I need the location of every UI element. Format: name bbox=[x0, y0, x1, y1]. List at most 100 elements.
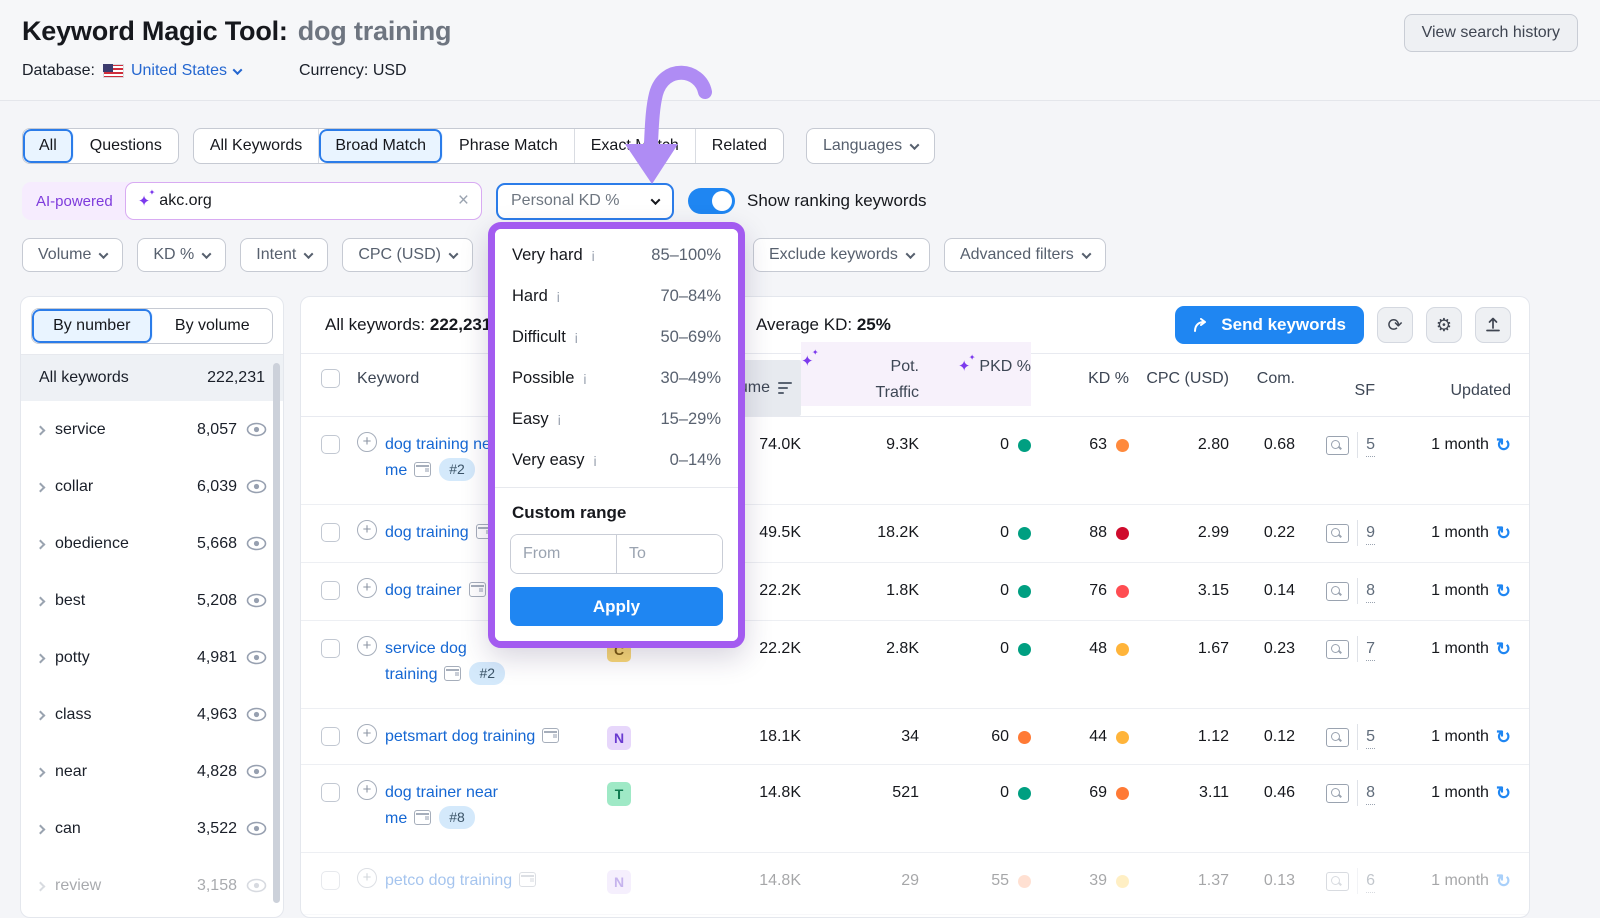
languages-dropdown[interactable]: Languages bbox=[805, 128, 936, 164]
row-checkbox[interactable] bbox=[321, 523, 340, 542]
show-ranking-keywords-toggle[interactable] bbox=[688, 188, 735, 214]
tab-by-number[interactable]: By number bbox=[32, 309, 153, 343]
keyword-link[interactable]: service dog training bbox=[385, 640, 467, 683]
add-keyword-icon[interactable]: + bbox=[357, 636, 377, 656]
sf-count-link[interactable]: 8 bbox=[1366, 782, 1375, 805]
row-checkbox[interactable] bbox=[321, 783, 340, 802]
eye-icon[interactable] bbox=[246, 479, 267, 494]
sidebar-item-potty[interactable]: potty 4,981 bbox=[21, 629, 283, 686]
add-keyword-icon[interactable]: + bbox=[357, 578, 377, 598]
eye-icon[interactable] bbox=[246, 821, 267, 836]
keyword-link[interactable]: dog training bbox=[385, 524, 469, 541]
refresh-row-icon[interactable]: ↻ bbox=[1495, 581, 1511, 601]
advanced-filters[interactable]: Advanced filters bbox=[943, 238, 1106, 272]
tab-broad-match[interactable]: Broad Match bbox=[319, 129, 444, 163]
kd-to-input[interactable] bbox=[617, 535, 722, 573]
refresh-row-icon[interactable]: ↻ bbox=[1495, 871, 1511, 891]
eye-icon[interactable] bbox=[246, 764, 267, 779]
volume-filter[interactable]: Volume bbox=[22, 238, 124, 272]
sidebar-item-collar[interactable]: collar 6,039 bbox=[21, 458, 283, 515]
serp-preview-icon[interactable] bbox=[468, 582, 486, 597]
keyword-search-input[interactable]: ✦ akc.org × bbox=[124, 182, 482, 220]
eye-icon[interactable] bbox=[246, 593, 267, 608]
column-pkd[interactable]: ✦PKD % bbox=[919, 342, 1031, 406]
kd-filter[interactable]: KD % bbox=[137, 238, 227, 272]
row-checkbox[interactable] bbox=[321, 581, 340, 600]
send-keywords-button[interactable]: Send keywords bbox=[1175, 306, 1364, 344]
sidebar-item-service[interactable]: service 8,057 bbox=[21, 401, 283, 458]
keyword-link[interactable]: dog trainer bbox=[385, 582, 462, 599]
column-kd[interactable]: KD % bbox=[1088, 370, 1129, 387]
sidebar-all-keywords[interactable]: All keywords 222,231 bbox=[21, 355, 283, 401]
sf-count-link[interactable]: 5 bbox=[1366, 726, 1375, 749]
refresh-button[interactable]: ⟳ bbox=[1377, 307, 1413, 343]
sidebar-item-near[interactable]: near 4,828 bbox=[21, 743, 283, 800]
serp-preview-icon[interactable] bbox=[414, 462, 432, 477]
serp-features-icon[interactable] bbox=[1326, 783, 1350, 803]
serp-preview-icon[interactable] bbox=[444, 666, 462, 681]
serp-features-icon[interactable] bbox=[1326, 581, 1350, 601]
column-cpc[interactable]: CPC (USD) bbox=[1146, 370, 1229, 387]
rank-badge[interactable]: #2 bbox=[469, 662, 506, 685]
apply-button[interactable]: Apply bbox=[510, 587, 723, 626]
add-keyword-icon[interactable]: + bbox=[357, 724, 377, 744]
refresh-row-icon[interactable]: ↻ bbox=[1495, 727, 1511, 747]
column-pot-traffic[interactable]: ✦Pot. Traffic bbox=[801, 342, 919, 406]
tab-exact-match[interactable]: Exact Match bbox=[575, 129, 696, 163]
refresh-row-icon[interactable]: ↻ bbox=[1495, 435, 1511, 455]
refresh-row-icon[interactable]: ↻ bbox=[1495, 783, 1511, 803]
sf-count-link[interactable]: 6 bbox=[1366, 870, 1375, 893]
serp-features-icon[interactable] bbox=[1326, 435, 1350, 455]
row-checkbox[interactable] bbox=[321, 639, 340, 658]
eye-icon[interactable] bbox=[246, 707, 267, 722]
eye-icon[interactable] bbox=[246, 422, 267, 437]
serp-preview-icon[interactable] bbox=[542, 728, 560, 743]
sidebar-item-best[interactable]: best 5,208 bbox=[21, 572, 283, 629]
row-checkbox[interactable] bbox=[321, 727, 340, 746]
tab-phrase-match[interactable]: Phrase Match bbox=[443, 129, 575, 163]
search-input-value[interactable]: akc.org bbox=[159, 192, 212, 209]
eye-icon[interactable] bbox=[246, 878, 267, 893]
eye-icon[interactable] bbox=[246, 650, 267, 665]
kd-option-easy[interactable]: Easy i 15–29% bbox=[512, 410, 721, 428]
kd-option-very-easy[interactable]: Very easy i 0–14% bbox=[512, 451, 721, 469]
sidebar-item-review[interactable]: review 3,158 bbox=[21, 857, 283, 914]
tab-all[interactable]: All bbox=[23, 129, 74, 163]
serp-features-icon[interactable] bbox=[1326, 871, 1350, 891]
kd-option-possible[interactable]: Possible i 30–49% bbox=[512, 369, 721, 387]
eye-icon[interactable] bbox=[246, 536, 267, 551]
view-search-history-button[interactable]: View search history bbox=[1403, 14, 1578, 52]
column-keyword[interactable]: Keyword bbox=[357, 370, 420, 387]
row-checkbox[interactable] bbox=[321, 871, 340, 890]
sf-count-link[interactable]: 9 bbox=[1366, 522, 1375, 545]
intent-filter[interactable]: Intent bbox=[240, 238, 329, 272]
serp-preview-icon[interactable] bbox=[519, 872, 537, 887]
tab-by-volume[interactable]: By volume bbox=[174, 317, 250, 334]
kd-option-hard[interactable]: Hard i 70–84% bbox=[512, 287, 721, 305]
rank-badge[interactable]: #8 bbox=[439, 806, 475, 829]
serp-features-icon[interactable] bbox=[1326, 639, 1350, 659]
sf-count-link[interactable]: 7 bbox=[1366, 638, 1375, 661]
cpc-filter[interactable]: CPC (USD) bbox=[342, 238, 473, 272]
refresh-row-icon[interactable]: ↻ bbox=[1495, 639, 1511, 659]
serp-features-icon[interactable] bbox=[1326, 523, 1350, 543]
kd-option-difficult[interactable]: Difficult i 50–69% bbox=[512, 328, 721, 346]
column-updated[interactable]: Updated bbox=[1450, 382, 1512, 399]
kd-from-input[interactable] bbox=[511, 535, 616, 573]
tab-questions[interactable]: Questions bbox=[89, 137, 162, 154]
keyword-link[interactable]: petco dog training bbox=[385, 872, 513, 889]
serp-preview-icon[interactable] bbox=[414, 810, 432, 825]
sidebar-item-class[interactable]: class 4,963 bbox=[21, 686, 283, 743]
add-keyword-icon[interactable]: + bbox=[357, 868, 377, 888]
kd-option-very-hard[interactable]: Very hard i 85–100% bbox=[512, 246, 721, 264]
tab-all-keywords[interactable]: All Keywords bbox=[194, 129, 320, 163]
sidebar-item-obedience[interactable]: obedience 5,668 bbox=[21, 515, 283, 572]
keyword-link[interactable]: dog trainer near me bbox=[385, 784, 498, 827]
column-sf[interactable]: SF bbox=[1354, 382, 1375, 399]
select-all-checkbox[interactable] bbox=[321, 369, 340, 388]
refresh-row-icon[interactable]: ↻ bbox=[1495, 523, 1511, 543]
serp-features-icon[interactable] bbox=[1326, 727, 1350, 747]
add-keyword-icon[interactable]: + bbox=[357, 780, 377, 800]
exclude-keywords-filter[interactable]: Exclude keywords bbox=[752, 238, 930, 272]
database-select[interactable]: United States bbox=[131, 62, 243, 80]
